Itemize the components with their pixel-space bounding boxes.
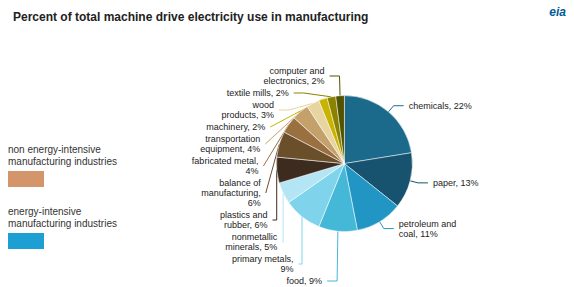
svg-text:nonmetallic: nonmetallic bbox=[232, 232, 278, 242]
svg-text:energy-intensive: energy-intensive bbox=[8, 206, 82, 217]
svg-text:coal, 11%: coal, 11% bbox=[399, 229, 438, 239]
svg-text:chemicals, 22%: chemicals, 22% bbox=[409, 101, 472, 111]
svg-text:fabricated metal,: fabricated metal, bbox=[192, 156, 259, 166]
svg-text:manufacturing industries: manufacturing industries bbox=[8, 218, 117, 229]
svg-text:eia: eia bbox=[549, 5, 566, 19]
svg-text:plastics and: plastics and bbox=[220, 210, 268, 220]
svg-text:wood: wood bbox=[251, 100, 274, 110]
svg-text:9%: 9% bbox=[281, 264, 294, 274]
svg-text:computer and: computer and bbox=[269, 66, 324, 76]
svg-text:electronics, 2%: electronics, 2% bbox=[263, 76, 324, 86]
svg-text:4%: 4% bbox=[245, 166, 258, 176]
svg-text:Percent of total machine drive: Percent of total machine drive electrici… bbox=[13, 10, 368, 24]
svg-text:petroleum and: petroleum and bbox=[399, 219, 457, 229]
svg-text:6%: 6% bbox=[248, 198, 261, 208]
svg-text:products, 3%: products, 3% bbox=[221, 110, 274, 120]
svg-text:transportation: transportation bbox=[205, 134, 260, 144]
svg-text:manufacturing,: manufacturing, bbox=[201, 188, 261, 198]
svg-text:manufacturing industries: manufacturing industries bbox=[8, 156, 117, 167]
svg-text:balance of: balance of bbox=[219, 178, 261, 188]
svg-text:equipment, 4%: equipment, 4% bbox=[200, 144, 260, 154]
svg-text:primary metals,: primary metals, bbox=[232, 254, 294, 264]
svg-text:non energy-intensive: non energy-intensive bbox=[8, 144, 101, 155]
svg-text:rubber, 6%: rubber, 6% bbox=[224, 220, 268, 230]
svg-text:machinery, 2%: machinery, 2% bbox=[206, 122, 265, 132]
svg-text:textile mills, 2%: textile mills, 2% bbox=[227, 88, 289, 98]
svg-text:minerals, 5%: minerals, 5% bbox=[225, 242, 277, 252]
svg-text:paper, 13%: paper, 13% bbox=[433, 178, 479, 188]
svg-text:food, 9%: food, 9% bbox=[287, 276, 323, 286]
